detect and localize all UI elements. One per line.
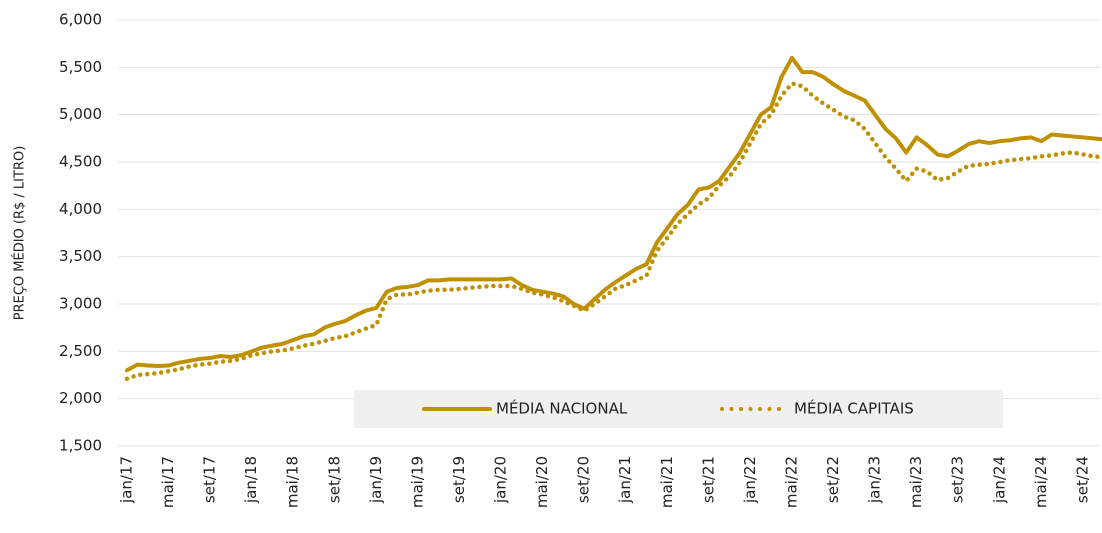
y-tick-label: 5,500	[59, 58, 102, 76]
x-tick-label: set/23	[949, 456, 967, 503]
x-tick-label: mai/24	[1032, 456, 1050, 508]
y-tick-label: 3,500	[59, 247, 102, 265]
x-tick-label: set/22	[824, 456, 842, 503]
y-tick-label: 5,000	[59, 105, 102, 123]
x-tick-label: set/19	[450, 456, 468, 503]
x-tick-label: jan/19	[367, 456, 385, 504]
x-tick-label: mai/20	[533, 456, 551, 508]
x-tick-label: jan/21	[616, 456, 634, 504]
y-tick-label: 2,000	[59, 389, 102, 407]
x-tick-label: set/21	[699, 456, 717, 503]
x-tick-label: jan/18	[242, 456, 260, 504]
x-tick-label: set/17	[201, 456, 219, 503]
x-tick-label: mai/18	[284, 456, 302, 508]
x-tick-label: jan/17	[118, 456, 136, 504]
y-tick-label: 2,500	[59, 342, 102, 360]
legend-label: MÉDIA NACIONAL	[496, 399, 628, 418]
y-axis-label: PREÇO MÉDIO (R$ / LITRO)	[12, 146, 28, 321]
x-tick-label: jan/20	[492, 456, 510, 504]
series-line	[124, 81, 1102, 382]
x-tick-label: jan/23	[866, 456, 884, 504]
y-tick-label: 1,500	[59, 437, 102, 455]
legend-label: MÉDIA CAPITAIS	[794, 399, 914, 418]
x-tick-label: mai/17	[159, 456, 177, 508]
series-line	[125, 55, 1102, 373]
x-tick-label: mai/22	[782, 456, 800, 508]
x-tick-label: set/20	[575, 456, 593, 503]
x-tick-label: mai/19	[408, 456, 426, 508]
x-tick-label: jan/22	[741, 456, 759, 504]
x-tick-label: set/18	[325, 456, 343, 503]
x-tick-label: mai/23	[907, 456, 925, 508]
x-tick-label: jan/24	[990, 456, 1008, 504]
y-tick-label: 3,000	[59, 295, 102, 313]
y-tick-label: 4,000	[59, 200, 102, 218]
y-tick-label: 6,000	[59, 11, 102, 29]
x-tick-label: mai/21	[658, 456, 676, 508]
x-tick-label: set/24	[1073, 456, 1091, 503]
y-tick-label: 4,500	[59, 153, 102, 171]
